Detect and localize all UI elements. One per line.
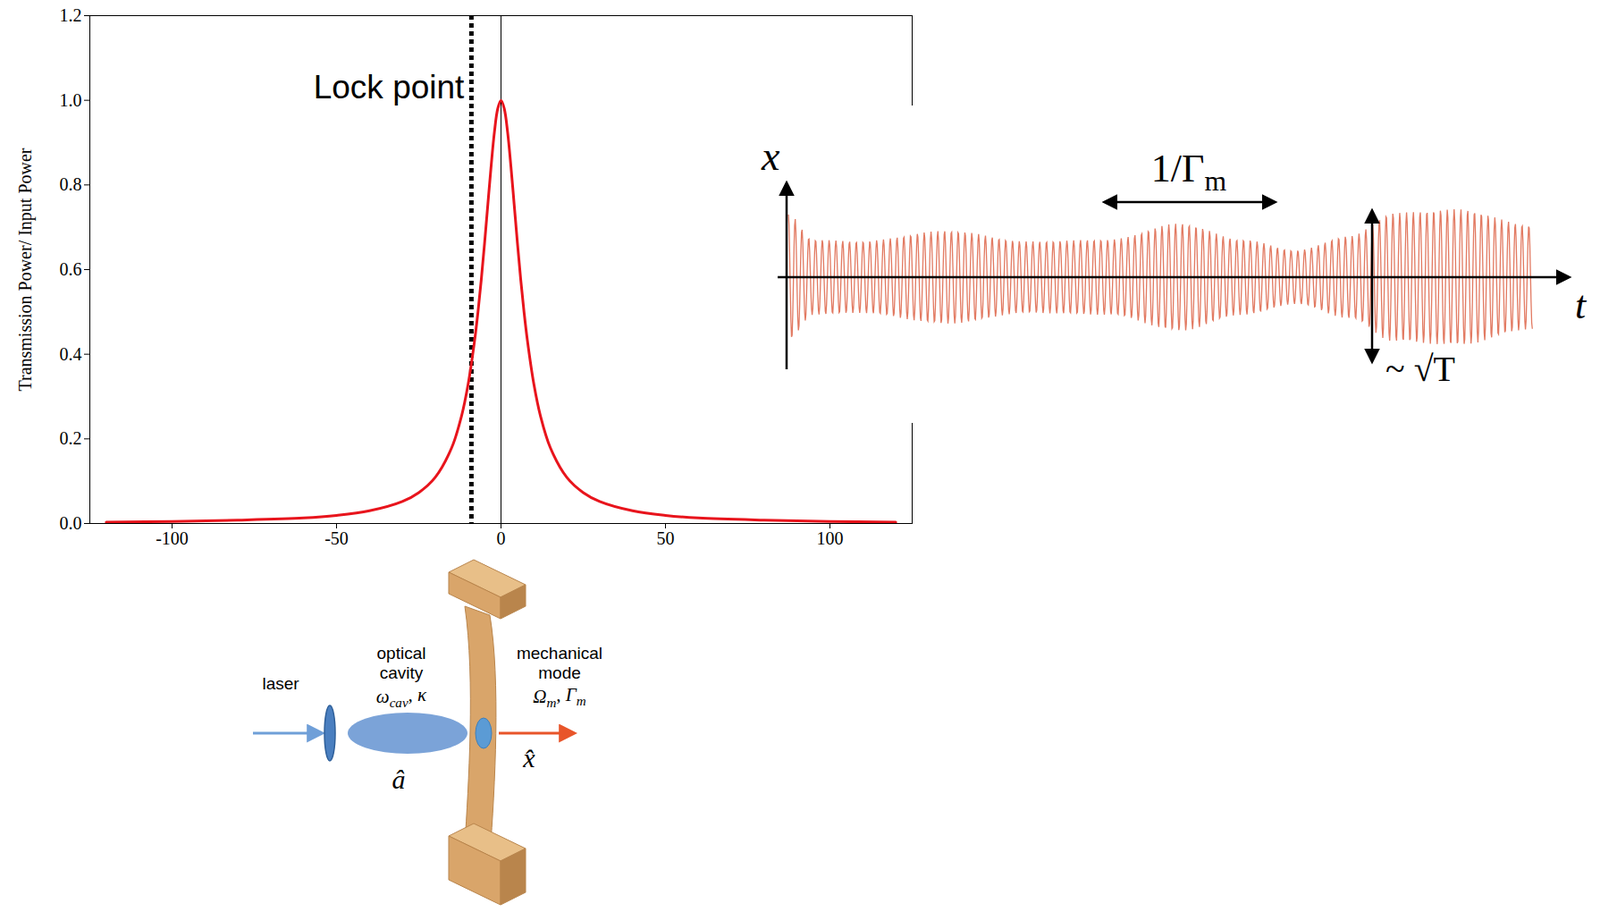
- svg-text:mechanical: mechanical: [516, 643, 603, 663]
- svg-text:cavity: cavity: [379, 663, 424, 683]
- svg-text:~ √T: ~ √T: [1385, 348, 1456, 389]
- svg-text:100: 100: [816, 528, 844, 548]
- svg-text:laser: laser: [261, 673, 300, 693]
- svg-text:1.2: 1.2: [59, 5, 83, 26]
- svg-text:optical: optical: [377, 643, 427, 663]
- svg-text:0: 0: [496, 528, 506, 548]
- svg-text:0.2: 0.2: [59, 428, 83, 448]
- svg-text:1/Γm: 1/Γm: [1151, 146, 1228, 197]
- svg-text:-50: -50: [324, 528, 349, 548]
- svg-text:x̂: x̂: [522, 742, 536, 773]
- svg-text:0.6: 0.6: [59, 259, 83, 279]
- svg-text:0.0: 0.0: [59, 513, 83, 533]
- svg-text:â: â: [392, 764, 406, 794]
- svg-text:Lock point: Lock point: [313, 68, 465, 106]
- svg-text:-100: -100: [155, 528, 189, 548]
- svg-text:50: 50: [656, 528, 675, 548]
- svg-text:0.4: 0.4: [59, 344, 83, 364]
- svg-text:x: x: [760, 133, 781, 179]
- svg-text:Ωm, Γm: Ωm, Γm: [532, 683, 587, 709]
- svg-text:mode: mode: [538, 663, 582, 683]
- svg-text:Transmission Power/ Input Powe: Transmission Power/ Input Power: [15, 147, 36, 391]
- svg-text:0.8: 0.8: [59, 174, 83, 194]
- svg-text:t: t: [1574, 283, 1588, 328]
- svg-text:1.0: 1.0: [59, 90, 83, 110]
- svg-text:ωcav, κ: ωcav, κ: [376, 683, 428, 709]
